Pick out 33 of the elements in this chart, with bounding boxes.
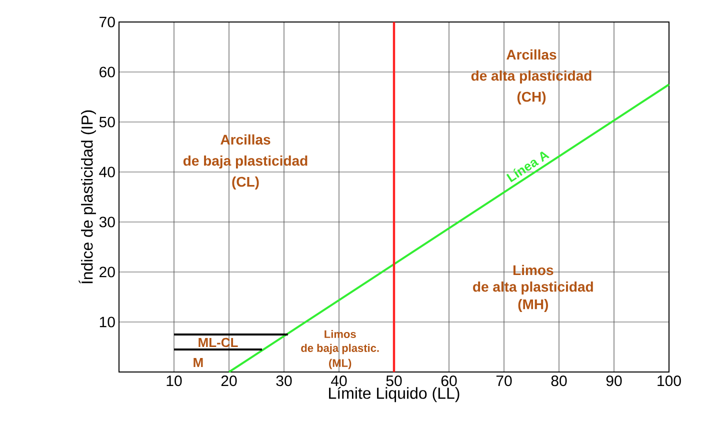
x-tick-label: 30 [276,376,292,386]
y-axis-title: Índice de plasticidad (IP) [78,110,96,284]
annotation: ML-CL [198,338,238,348]
x-tick-label: 80 [551,376,567,386]
x-tick-label: 10 [166,376,182,386]
annotation: Limos [513,264,554,276]
y-tick-label: 40 [99,166,115,178]
annotation: Limos [324,330,356,338]
annotation: (CL) [232,176,259,190]
annotation: de alta plasticidad [471,70,592,84]
annotation: (CH) [517,91,546,105]
y-tick-label: 70 [100,16,115,28]
x-tick-label: 50 [386,376,402,386]
annotation: de baja plasticidad [183,155,308,169]
annotation: de baja plastic. [301,344,379,354]
annotation: M [194,358,203,367]
annotation: Arcillas [506,49,556,60]
annotation: (ML) [329,358,352,370]
x-tick-label: 70 [496,376,512,386]
x-tick-label: 40 [331,376,347,386]
annotation: de alta plasticidad [473,281,593,295]
x-axis-title: Límite Liquido (LL) [329,386,460,402]
x-tick-label: 60 [441,376,457,386]
y-tick-label: 60 [100,66,115,78]
y-tick-label: 30 [99,216,115,228]
x-tick-label: 100 [658,376,681,386]
y-tick-label: 20 [100,266,115,278]
y-tick-label: 10 [100,316,115,328]
x-tick-label: 20 [221,376,237,386]
annotation: Arcillas [220,134,270,145]
annotation: (MH) [518,298,548,312]
y-tick-label: 50 [99,116,115,128]
x-tick-label: 90 [606,376,622,386]
